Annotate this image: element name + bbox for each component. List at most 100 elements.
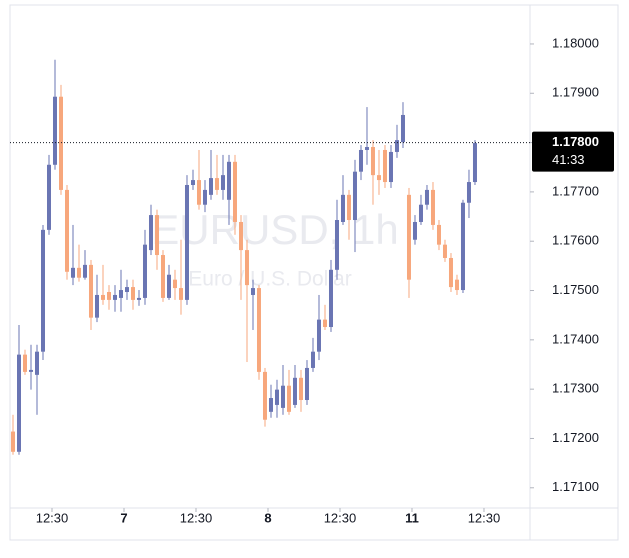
candle-body bbox=[436, 224, 441, 245]
y-tick-label: 1.17100 bbox=[552, 479, 599, 494]
candle-body bbox=[64, 189, 69, 272]
candle-body bbox=[346, 194, 351, 221]
candle-body bbox=[190, 180, 195, 185]
candle-body bbox=[232, 161, 237, 222]
candle-body bbox=[292, 377, 297, 405]
candle-body bbox=[208, 178, 213, 195]
candle-body bbox=[136, 297, 141, 300]
price-label: 1.17800 bbox=[552, 134, 599, 149]
candle-body bbox=[220, 175, 225, 190]
candle-body bbox=[196, 180, 201, 205]
candle-body bbox=[160, 255, 165, 298]
candle-body bbox=[316, 319, 321, 352]
candle-body bbox=[412, 221, 417, 240]
candle-body bbox=[58, 96, 63, 190]
candle-body bbox=[304, 367, 309, 401]
candle-body bbox=[262, 371, 267, 420]
countdown: 41:33 bbox=[552, 152, 585, 167]
candle-body bbox=[40, 229, 45, 352]
x-tick-label: 7 bbox=[120, 510, 127, 525]
candle-body bbox=[286, 385, 291, 412]
candle-body bbox=[238, 221, 243, 251]
candle-body bbox=[472, 143, 477, 183]
candle-body bbox=[406, 194, 411, 280]
x-tick-label: 11 bbox=[405, 510, 419, 525]
candle-body bbox=[376, 175, 381, 181]
candle-body bbox=[202, 189, 207, 205]
candle-body bbox=[28, 369, 33, 372]
candle-body bbox=[118, 290, 123, 298]
candle-body bbox=[382, 149, 387, 183]
candle-body bbox=[352, 171, 357, 221]
y-tick-label: 1.17200 bbox=[552, 430, 599, 445]
candle-body bbox=[454, 279, 459, 291]
candle-body bbox=[166, 274, 171, 298]
x-tick-label: 12:30 bbox=[180, 510, 213, 525]
candle-body bbox=[364, 147, 369, 150]
candle-body bbox=[22, 354, 27, 372]
x-tick-label: 12:30 bbox=[324, 510, 357, 525]
candle-body bbox=[172, 279, 177, 289]
candle-body bbox=[340, 194, 345, 222]
candle-body bbox=[298, 377, 303, 401]
candle-body bbox=[328, 269, 333, 328]
price-label-box bbox=[532, 131, 614, 172]
candle-body bbox=[322, 319, 327, 328]
candle-body bbox=[88, 264, 93, 318]
candle-body bbox=[10, 431, 15, 452]
candle-body bbox=[256, 288, 261, 372]
candle-body bbox=[124, 287, 129, 293]
y-tick-label: 1.17700 bbox=[552, 183, 599, 198]
candle-body bbox=[274, 389, 279, 405]
candle-body bbox=[442, 244, 447, 258]
watermark-title: EURUSD, 1h bbox=[151, 206, 398, 253]
x-tick-label: 8 bbox=[264, 510, 271, 525]
candle-body bbox=[400, 114, 405, 143]
candle-body bbox=[460, 202, 465, 291]
chart-frame bbox=[9, 4, 619, 541]
x-tick-label: 12:30 bbox=[468, 510, 501, 525]
candle-body bbox=[358, 149, 363, 172]
candle-body bbox=[82, 264, 87, 278]
candle-body bbox=[130, 287, 135, 300]
candle-body bbox=[100, 294, 105, 300]
candle-body bbox=[424, 189, 429, 205]
candle-body bbox=[142, 244, 147, 298]
y-tick-label: 1.17500 bbox=[552, 282, 599, 297]
candle-body bbox=[268, 398, 273, 412]
candle-body bbox=[394, 140, 399, 152]
candle-body bbox=[184, 184, 189, 300]
candle-body bbox=[466, 182, 471, 203]
candle-body bbox=[250, 288, 255, 295]
candle-body bbox=[430, 189, 435, 225]
candle-body bbox=[94, 294, 99, 318]
candle-body bbox=[112, 294, 117, 300]
candle-body bbox=[46, 164, 51, 230]
candle-body bbox=[388, 151, 393, 183]
y-tick-label: 1.17400 bbox=[552, 331, 599, 346]
candle-body bbox=[448, 257, 453, 288]
candle-body bbox=[70, 267, 75, 278]
x-tick-label: 12:30 bbox=[36, 510, 69, 525]
candle-body bbox=[334, 220, 339, 270]
y-tick-label: 1.17900 bbox=[552, 85, 599, 100]
candle-body bbox=[280, 385, 285, 408]
y-tick-label: 1.17600 bbox=[552, 233, 599, 248]
y-tick-label: 1.18000 bbox=[552, 35, 599, 50]
candle-body bbox=[76, 267, 81, 278]
y-tick-label: 1.17300 bbox=[552, 381, 599, 396]
candle-body bbox=[34, 351, 39, 375]
candle-body bbox=[16, 354, 21, 452]
candle-body bbox=[214, 178, 219, 190]
candle-body bbox=[310, 351, 315, 368]
candle-body bbox=[148, 215, 153, 251]
candle-body bbox=[178, 288, 183, 300]
candle-body bbox=[52, 96, 57, 165]
candle-body bbox=[226, 161, 231, 200]
candle-body bbox=[106, 292, 111, 300]
watermark-subtitle: Euro / U.S. Dollar bbox=[188, 268, 351, 291]
candle-body bbox=[244, 250, 249, 286]
candle-body bbox=[154, 215, 159, 256]
